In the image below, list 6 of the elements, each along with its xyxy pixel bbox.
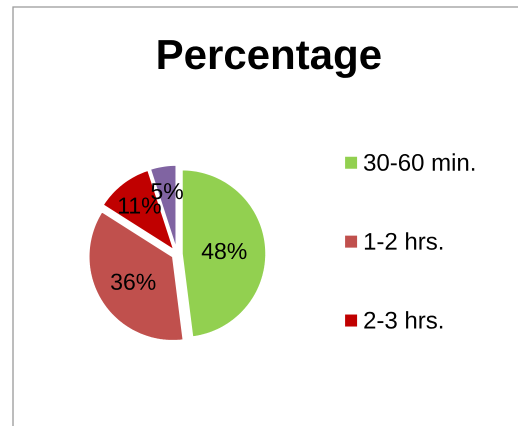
legend-label: 30-60 min. [364,153,474,171]
data-label: 48% [202,242,246,260]
legend-label: 2-3 hrs. [364,311,442,329]
chart-title: Percentage [158,40,381,78]
data-label: 36% [111,274,156,290]
legend-label: 1-2 hrs. [364,232,442,250]
